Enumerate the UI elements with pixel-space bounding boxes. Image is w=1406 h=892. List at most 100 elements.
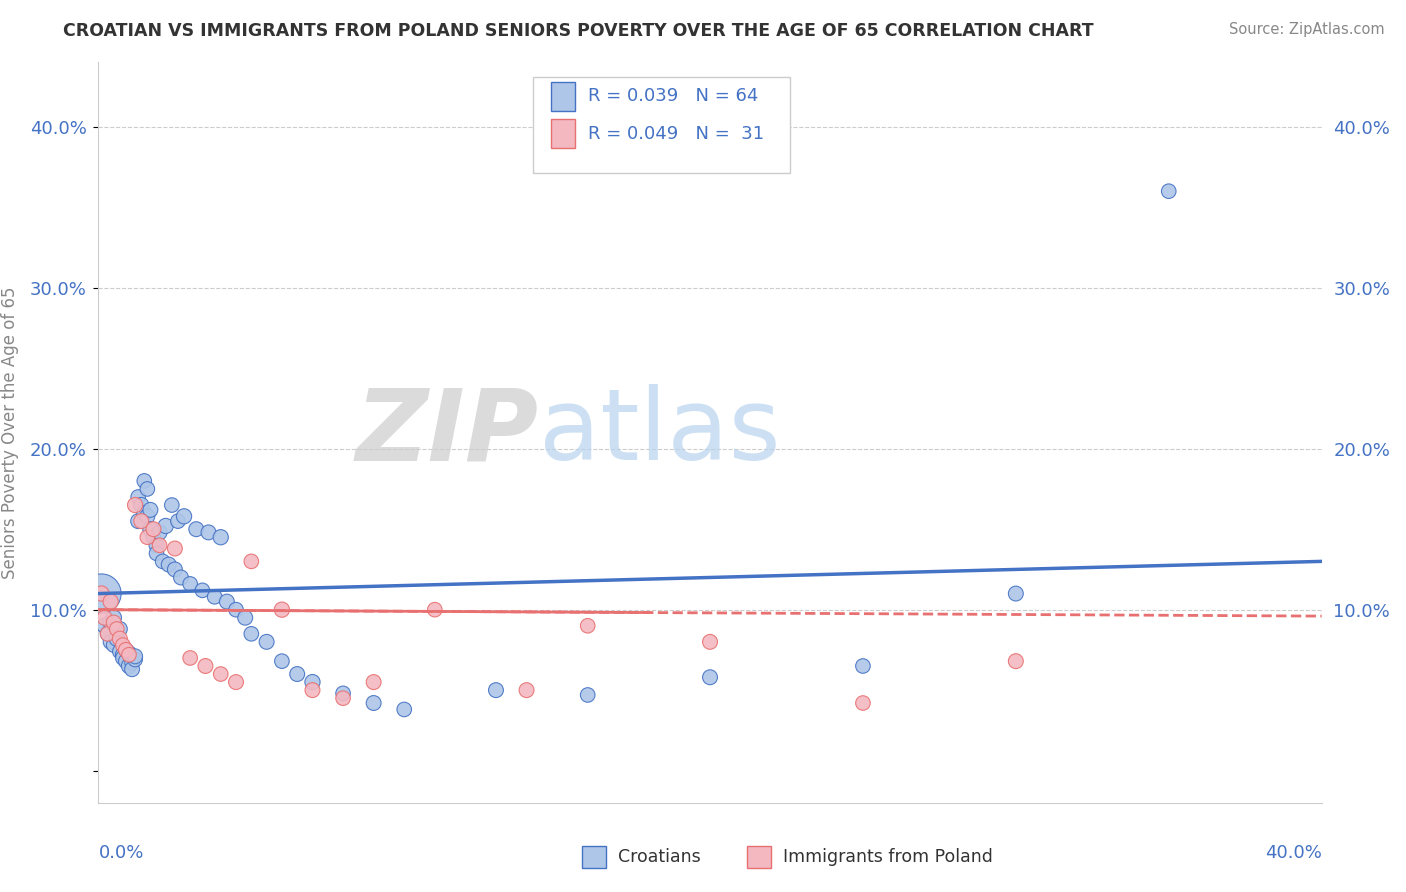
Point [194,659,217,673]
Point [240,554,263,568]
Point [209,667,232,681]
Point [160,498,183,512]
Point [93,619,115,633]
Point [1004,654,1026,668]
Point [173,509,195,524]
Point [152,554,174,568]
Point [576,619,599,633]
Point [204,590,226,604]
Point [149,525,172,540]
Point [118,659,141,673]
Text: ZIP: ZIP [356,384,538,481]
Point [118,646,141,660]
Point [852,659,875,673]
Point [108,622,131,636]
Point [363,675,385,690]
Point [124,649,146,664]
Y-axis label: Seniors Poverty Over the Age of 65: Seniors Poverty Over the Age of 65 [0,286,18,579]
Point [699,635,721,649]
Point [423,602,446,616]
Point [197,525,219,540]
Point [115,643,138,657]
Point [136,530,159,544]
Point [136,509,159,524]
Text: atlas: atlas [538,384,780,481]
Point [97,627,120,641]
Text: CROATIAN VS IMMIGRANTS FROM POLAND SENIORS POVERTY OVER THE AGE OF 65 CORRELATIO: CROATIAN VS IMMIGRANTS FROM POLAND SENIO… [63,22,1094,40]
Point [167,514,190,528]
Point [170,570,193,584]
Point [392,702,416,716]
Point [225,675,247,690]
Text: 0.0%: 0.0% [98,844,143,862]
Point [149,538,172,552]
Point [191,583,214,598]
Point [142,522,165,536]
Point [111,651,134,665]
Point [256,635,278,649]
Point [103,638,125,652]
Point [108,632,131,646]
Point [105,622,128,636]
Point [139,522,162,536]
Text: R = 0.039   N = 64: R = 0.039 N = 64 [588,87,758,105]
Point [127,490,149,504]
Point [1157,184,1180,198]
Point [127,514,149,528]
Point [100,615,122,630]
Point [129,514,152,528]
Point [301,675,323,690]
Point [100,594,122,608]
FancyBboxPatch shape [747,846,772,868]
Point [179,651,201,665]
FancyBboxPatch shape [533,78,790,173]
Point [121,662,143,676]
Point [1004,586,1026,600]
Point [139,503,162,517]
Point [103,615,125,630]
Text: Immigrants from Poland: Immigrants from Poland [783,848,993,866]
Point [225,602,247,616]
Point [121,656,143,670]
Point [240,627,263,641]
Point [285,667,308,681]
Point [332,686,354,700]
Point [118,648,141,662]
Text: 40.0%: 40.0% [1265,844,1322,862]
Point [124,652,146,666]
Point [179,577,201,591]
Point [129,498,152,512]
Point [100,635,122,649]
Point [186,522,208,536]
Point [157,558,180,572]
Point [134,474,156,488]
Point [155,519,177,533]
Point [105,632,128,646]
FancyBboxPatch shape [582,846,606,868]
FancyBboxPatch shape [551,120,575,147]
Point [485,683,508,698]
Point [134,506,156,520]
Text: Croatians: Croatians [619,848,702,866]
Point [332,691,354,706]
Point [163,562,186,576]
Point [103,610,125,624]
Point [516,683,538,698]
Point [145,538,167,552]
Point [124,498,146,512]
Point [699,670,721,684]
Point [142,530,165,544]
Text: Source: ZipAtlas.com: Source: ZipAtlas.com [1229,22,1385,37]
Point [115,643,138,657]
Point [145,546,167,560]
Point [270,654,292,668]
Point [270,602,292,616]
Point [233,610,256,624]
Point [111,648,134,662]
Point [108,644,131,658]
Point [111,638,134,652]
Text: R = 0.049   N =  31: R = 0.049 N = 31 [588,125,763,143]
Point [576,688,599,702]
Point [136,482,159,496]
Point [209,530,232,544]
